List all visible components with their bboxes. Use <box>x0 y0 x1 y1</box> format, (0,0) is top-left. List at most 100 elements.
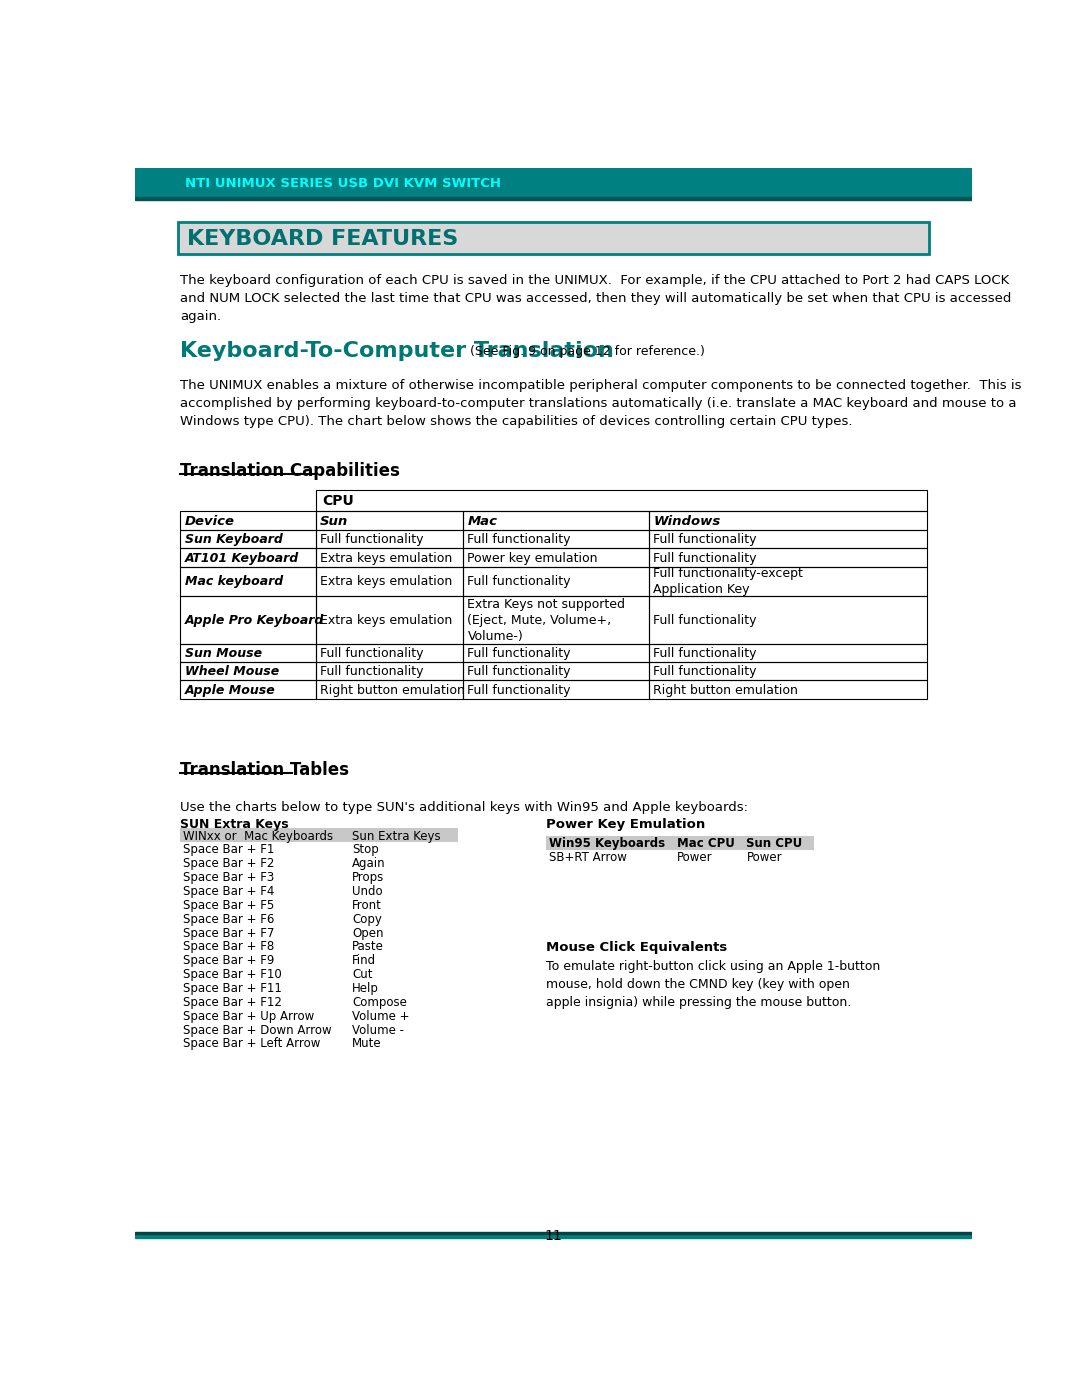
Bar <box>463 680 649 698</box>
Text: Full functionality: Full functionality <box>653 613 757 627</box>
Bar <box>180 1009 349 1023</box>
Text: Full functionality-except
Application Key: Full functionality-except Application Ke… <box>653 567 804 597</box>
Bar <box>649 548 927 567</box>
Bar <box>315 548 463 567</box>
Text: WINxx or  Mac Keyboards: WINxx or Mac Keyboards <box>183 830 333 842</box>
Text: Volume -: Volume - <box>352 1024 404 1037</box>
Bar <box>649 595 927 644</box>
Text: Windows: Windows <box>653 514 720 528</box>
Text: Extra keys emulation: Extra keys emulation <box>321 552 453 564</box>
Bar <box>315 489 927 511</box>
Text: To emulate right-button click using an Apple 1-button
mouse, hold down the CMND : To emulate right-button click using an A… <box>545 960 880 1009</box>
Bar <box>135 168 972 197</box>
Text: Space Bar + F9: Space Bar + F9 <box>183 954 274 967</box>
Text: (See Fig. 9 on page 12 for reference.): (See Fig. 9 on page 12 for reference.) <box>470 345 704 358</box>
Text: Full functionality: Full functionality <box>653 552 757 564</box>
Bar <box>649 644 927 662</box>
Text: SB+RT Arrow: SB+RT Arrow <box>549 851 626 865</box>
Text: Space Bar + Down Arrow: Space Bar + Down Arrow <box>183 1024 332 1037</box>
Bar <box>180 925 349 939</box>
Text: Sun Keyboard: Sun Keyboard <box>185 534 283 546</box>
Text: Full functionality: Full functionality <box>321 534 423 546</box>
Text: Power: Power <box>677 851 713 865</box>
Text: Right button emulation: Right button emulation <box>653 685 798 697</box>
Text: Full functionality: Full functionality <box>468 647 571 659</box>
Bar <box>545 835 674 849</box>
Text: Sun Mouse: Sun Mouse <box>185 647 261 659</box>
Text: Help: Help <box>352 982 379 995</box>
Text: Space Bar + F4: Space Bar + F4 <box>183 884 274 898</box>
Bar <box>180 981 349 995</box>
Bar <box>180 953 349 967</box>
Text: Device: Device <box>185 514 234 528</box>
Text: Win95 Keyboards: Win95 Keyboards <box>549 837 665 851</box>
Text: CPU: CPU <box>322 495 353 509</box>
Bar <box>349 856 458 870</box>
Bar <box>674 835 743 849</box>
Text: Props: Props <box>352 872 384 884</box>
Text: Translation Tables: Translation Tables <box>180 760 349 778</box>
Text: Copy: Copy <box>352 912 382 926</box>
Bar <box>463 662 649 680</box>
Text: NTI UNIMUX SERIES USB DVI KVM SWITCH: NTI UNIMUX SERIES USB DVI KVM SWITCH <box>186 176 501 190</box>
Bar <box>349 870 458 884</box>
Bar <box>180 939 349 953</box>
Bar <box>180 662 315 680</box>
Bar <box>349 995 458 1009</box>
Bar <box>180 1023 349 1037</box>
Bar <box>545 849 674 863</box>
Text: The UNIMUX enables a mixture of otherwise incompatible peripheral computer compo: The UNIMUX enables a mixture of otherwis… <box>180 380 1022 429</box>
Text: Space Bar + Up Arrow: Space Bar + Up Arrow <box>183 1010 314 1023</box>
Text: SUN Extra Keys: SUN Extra Keys <box>180 817 288 831</box>
Bar <box>349 981 458 995</box>
Text: Sun CPU: Sun CPU <box>746 837 802 851</box>
Bar <box>180 898 349 911</box>
Bar <box>463 529 649 548</box>
Bar <box>349 898 458 911</box>
Text: Space Bar + F2: Space Bar + F2 <box>183 858 274 870</box>
Text: Undo: Undo <box>352 884 382 898</box>
Bar <box>349 1037 458 1051</box>
Text: Full functionality: Full functionality <box>653 665 757 679</box>
Bar <box>743 849 813 863</box>
Bar <box>177 222 930 254</box>
Text: Paste: Paste <box>352 940 383 953</box>
Text: Space Bar + F7: Space Bar + F7 <box>183 926 274 940</box>
Text: Use the charts below to type SUN's additional keys with Win95 and Apple keyboard: Use the charts below to type SUN's addit… <box>180 800 748 813</box>
Bar <box>180 529 315 548</box>
Bar <box>463 644 649 662</box>
Text: Space Bar + F3: Space Bar + F3 <box>183 872 274 884</box>
Text: Compose: Compose <box>352 996 407 1009</box>
Text: Full functionality: Full functionality <box>468 665 571 679</box>
Bar <box>315 680 463 698</box>
Bar <box>349 967 458 981</box>
Bar <box>135 1234 972 1238</box>
Text: Extra keys emulation: Extra keys emulation <box>321 576 453 588</box>
Text: Stop: Stop <box>352 844 379 856</box>
Text: Mac CPU: Mac CPU <box>677 837 734 851</box>
Bar <box>649 662 927 680</box>
Bar <box>180 995 349 1009</box>
Text: Space Bar + F11: Space Bar + F11 <box>183 982 282 995</box>
Bar <box>349 1009 458 1023</box>
Bar <box>349 1023 458 1037</box>
Bar <box>649 680 927 698</box>
Bar <box>180 884 349 898</box>
Text: Keyboard-To-Computer Translation: Keyboard-To-Computer Translation <box>180 341 613 360</box>
Text: Full functionality: Full functionality <box>321 665 423 679</box>
Bar <box>349 911 458 925</box>
Bar <box>463 548 649 567</box>
Bar <box>649 511 927 529</box>
Text: Space Bar + F8: Space Bar + F8 <box>183 940 274 953</box>
Bar <box>180 911 349 925</box>
Text: Full functionality: Full functionality <box>653 534 757 546</box>
Text: Wheel Mouse: Wheel Mouse <box>185 665 279 679</box>
Bar <box>135 1232 972 1234</box>
Text: Space Bar + F1: Space Bar + F1 <box>183 844 274 856</box>
Text: Space Bar + F12: Space Bar + F12 <box>183 996 282 1009</box>
Text: Sun: Sun <box>321 514 349 528</box>
Bar <box>180 644 315 662</box>
Bar <box>349 953 458 967</box>
Bar <box>180 828 349 842</box>
Bar <box>349 925 458 939</box>
